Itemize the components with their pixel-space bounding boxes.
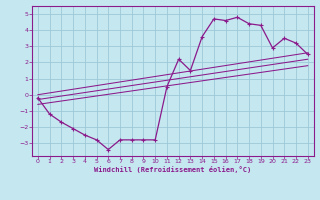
- X-axis label: Windchill (Refroidissement éolien,°C): Windchill (Refroidissement éolien,°C): [94, 166, 252, 173]
